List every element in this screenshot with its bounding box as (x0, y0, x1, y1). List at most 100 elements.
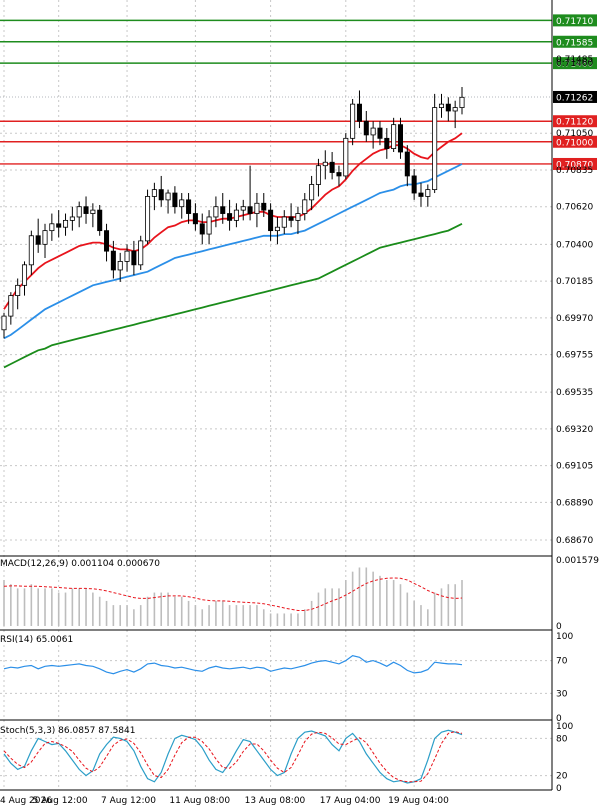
candle-body (295, 213, 301, 221)
panel-frames (0, 0, 553, 791)
candle-body (233, 209, 239, 221)
candle (384, 128, 390, 159)
candle-body (206, 216, 212, 235)
candle-body (309, 184, 315, 201)
candle-body (138, 240, 144, 266)
candle (322, 150, 328, 180)
candle-body (432, 107, 438, 191)
time-tick-label: 19 Aug 04:00 (388, 796, 449, 806)
candle (302, 193, 308, 221)
rsi-panel: 100 70 30 0 RSI(14) 65.0061 (0, 632, 573, 724)
resistance-level-label: 0.71710 (556, 17, 593, 27)
candle (261, 193, 267, 217)
support-level-label: 0.70870 (556, 160, 593, 170)
price-tick-label: 0.70400 (556, 240, 593, 250)
candle-body (117, 261, 123, 271)
candle-body (350, 103, 356, 139)
candle (220, 193, 226, 224)
stoch-tick-label: 0 (556, 784, 562, 794)
price-tick-label: 0.70620 (556, 203, 593, 213)
stoch-panel: 100 80 20 0 Stoch(5,3,3) 86.0857 87.5841 (0, 722, 573, 794)
price-tick-label: 0.69535 (556, 388, 593, 398)
candle (268, 203, 274, 241)
candle-body (63, 219, 69, 228)
candle (274, 216, 280, 245)
candle-body (83, 206, 89, 214)
candle (131, 240, 137, 276)
candle-body (459, 96, 465, 108)
resistance-level-tag (553, 35, 597, 48)
candle-body (110, 250, 116, 271)
rsi-title: RSI(14) 65.0061 (0, 635, 73, 645)
candle-body (179, 199, 185, 208)
price-tick-label: 0.68670 (556, 536, 593, 546)
candle (15, 278, 21, 310)
resistance-level-tag (553, 57, 597, 70)
candle (356, 90, 362, 129)
candle (124, 244, 130, 272)
time-tick-label: 5 Aug 12:00 (33, 796, 88, 806)
candle (1, 312, 7, 339)
resistance-level-label: 0.71585 (556, 38, 593, 48)
candle-body (315, 165, 321, 185)
candle (233, 203, 239, 228)
candle-body (186, 199, 192, 214)
candle-body (220, 206, 226, 214)
candle-body (199, 223, 205, 235)
candle-body (49, 223, 55, 232)
candle (281, 210, 287, 235)
candle (179, 193, 185, 219)
candle (172, 186, 178, 214)
price-tick-label: 0.71485 (556, 55, 593, 65)
rsi-tick-label: 100 (556, 632, 573, 642)
candle (117, 252, 123, 282)
candle (288, 203, 294, 228)
candle (329, 152, 335, 180)
stoch-tick-label: 20 (556, 772, 568, 782)
candle (247, 165, 253, 221)
ma-slow-line (3, 222, 463, 369)
candle (432, 93, 438, 194)
candle-body (288, 216, 294, 221)
candle-body (356, 103, 362, 122)
stoch-title: Stoch(5,3,3) 86.0857 87.5841 (0, 726, 135, 736)
candle (151, 182, 157, 211)
candle-body (1, 315, 7, 331)
candle-body (418, 192, 424, 197)
candle (370, 121, 376, 149)
candle (56, 210, 62, 238)
time-tick-label: 7 Aug 12:00 (101, 796, 156, 806)
price-tick-label: 0.69105 (556, 462, 593, 472)
candle-body (165, 192, 171, 201)
candle-body (336, 172, 342, 177)
candle-body (261, 202, 267, 211)
rsi-tick-label: 0 (556, 714, 562, 724)
candle-body (425, 189, 431, 197)
candle (21, 261, 28, 296)
candle (138, 235, 144, 270)
time-tick-label: 4 Aug 2026 (0, 796, 52, 806)
candle (69, 206, 75, 231)
rsi-tick-label: 70 (556, 657, 568, 667)
support-level-tag (553, 135, 597, 148)
candle-body (391, 124, 397, 149)
candle-body (254, 202, 260, 214)
stoch-tick-label: 80 (556, 734, 568, 744)
candle-body (172, 192, 178, 208)
candle-body (302, 199, 308, 214)
candle (42, 223, 48, 258)
macd-tick-label: 0.001579 (556, 556, 599, 566)
support-level-label: 0.71000 (556, 138, 593, 148)
candle (192, 203, 198, 231)
price-tick-label: 0.69755 (556, 351, 593, 361)
candle-body (343, 137, 349, 177)
candle (425, 184, 431, 207)
candle (8, 292, 14, 325)
candle (158, 175, 164, 207)
candle-body (227, 213, 233, 221)
candle-body (370, 127, 376, 136)
candle (206, 210, 212, 245)
support-level-tag (553, 115, 597, 128)
candle-body (131, 250, 137, 266)
candle-body (145, 196, 151, 242)
